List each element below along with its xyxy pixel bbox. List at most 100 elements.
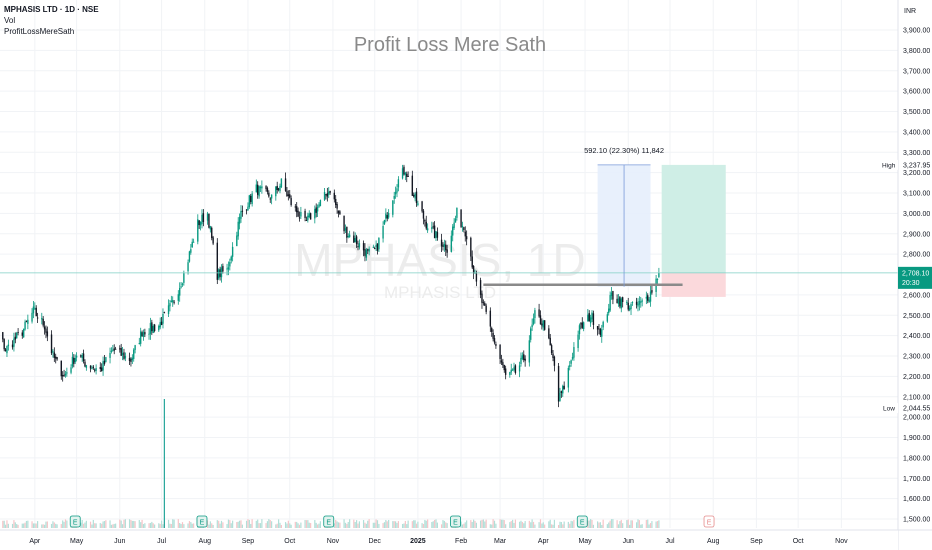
volume-bar — [616, 520, 618, 528]
volume-bar — [317, 524, 319, 528]
candle-body — [608, 308, 610, 314]
candle-body — [112, 349, 114, 351]
candle-body — [339, 211, 341, 215]
volume-bar — [151, 521, 153, 528]
candle-body — [635, 301, 638, 305]
volume-bar — [382, 523, 384, 528]
volume-bar — [524, 521, 526, 528]
volume-bar — [304, 520, 306, 528]
volume-bar — [138, 520, 140, 528]
time-tick-label: Sep — [750, 538, 763, 545]
volume-bar — [415, 523, 418, 528]
volume-bar — [23, 523, 25, 528]
volume-bar — [32, 523, 35, 528]
candle-body — [250, 195, 252, 202]
candle-body — [531, 324, 533, 328]
candle-body — [628, 307, 631, 311]
volume-bar — [297, 523, 299, 528]
volume-bar — [56, 524, 58, 528]
candle-body — [446, 249, 448, 253]
candle-body — [71, 356, 74, 367]
candle-body — [493, 338, 496, 343]
candle-body — [258, 186, 260, 197]
volume-bar — [590, 519, 592, 528]
earnings-letter: E — [580, 520, 585, 527]
candle-body — [431, 227, 433, 229]
candle-body — [226, 268, 228, 270]
candle-body — [510, 369, 512, 373]
candle-body — [648, 299, 650, 303]
candle-body — [354, 238, 356, 243]
candle-body — [14, 336, 17, 340]
candle-body — [211, 227, 213, 239]
volume-bar — [548, 521, 550, 528]
candle-body — [651, 290, 653, 293]
high-tag-bg — [880, 159, 898, 170]
candle-body — [415, 191, 418, 204]
volume-bar — [160, 520, 163, 528]
volume-bar — [80, 522, 82, 528]
time-tick-label: Jun — [114, 538, 125, 545]
volume-bar — [627, 519, 629, 528]
candle-body — [290, 198, 292, 206]
candle-body — [172, 300, 174, 303]
candle-body — [192, 241, 195, 243]
volume-bar — [395, 521, 397, 528]
volume-bar — [367, 520, 369, 528]
volume-bar — [333, 523, 335, 528]
volume-bar — [631, 520, 634, 528]
symbol-title[interactable]: MPHASIS LTD · 1D · NSE — [4, 5, 99, 14]
candle-body — [187, 262, 189, 272]
volume-bar — [523, 523, 525, 528]
volume-bar — [24, 522, 26, 528]
candle-body — [609, 295, 611, 311]
earnings-icon: E — [323, 515, 335, 528]
volume-bar — [466, 520, 468, 528]
volume-bar — [404, 520, 406, 528]
candle-body — [456, 207, 458, 218]
script-indicator-label[interactable]: ProfitLossMereSath — [4, 27, 75, 36]
volume-indicator-label[interactable]: Vol — [4, 16, 16, 25]
volume-bar — [445, 522, 447, 528]
candle-body — [149, 322, 152, 334]
candle-body — [475, 273, 478, 282]
candle-body — [91, 368, 93, 370]
volume-bar — [46, 521, 48, 528]
candle-body — [422, 210, 425, 219]
candle-body — [105, 357, 107, 362]
time-axis-bg — [0, 530, 898, 550]
volume-bar — [514, 519, 517, 528]
candle-body — [386, 215, 388, 219]
volume-bar — [158, 523, 160, 528]
candle-body — [162, 313, 164, 324]
price-tick-label: 2,100.00 — [903, 394, 930, 401]
candle-body — [502, 362, 504, 366]
time-tick-label: Aug — [707, 538, 720, 545]
high-value-bg — [900, 159, 930, 170]
candle-body — [472, 265, 475, 274]
volume-bar — [626, 520, 628, 528]
volume-bar — [397, 521, 399, 528]
candle-body — [376, 243, 379, 251]
volume-bar — [109, 520, 111, 528]
volume-bar — [569, 523, 571, 528]
candle-body — [627, 302, 629, 310]
volume-bar — [592, 524, 595, 528]
measure-label: 592.10 (22.30%) 11,842 — [584, 146, 664, 155]
time-tick-label: Mar — [494, 538, 507, 545]
volume-bar — [269, 520, 271, 528]
volume-bar — [353, 519, 355, 528]
volume-bar — [358, 521, 360, 528]
volume-bar — [549, 519, 551, 528]
volume-bar — [173, 519, 175, 528]
volume-bar — [336, 521, 338, 528]
candle-body — [323, 192, 326, 200]
volume-bar — [220, 520, 223, 528]
volume-bar — [308, 522, 310, 528]
volume-bar — [216, 520, 218, 528]
volume-bar — [335, 519, 337, 528]
candle-body — [138, 343, 140, 345]
volume-bar — [552, 524, 554, 528]
